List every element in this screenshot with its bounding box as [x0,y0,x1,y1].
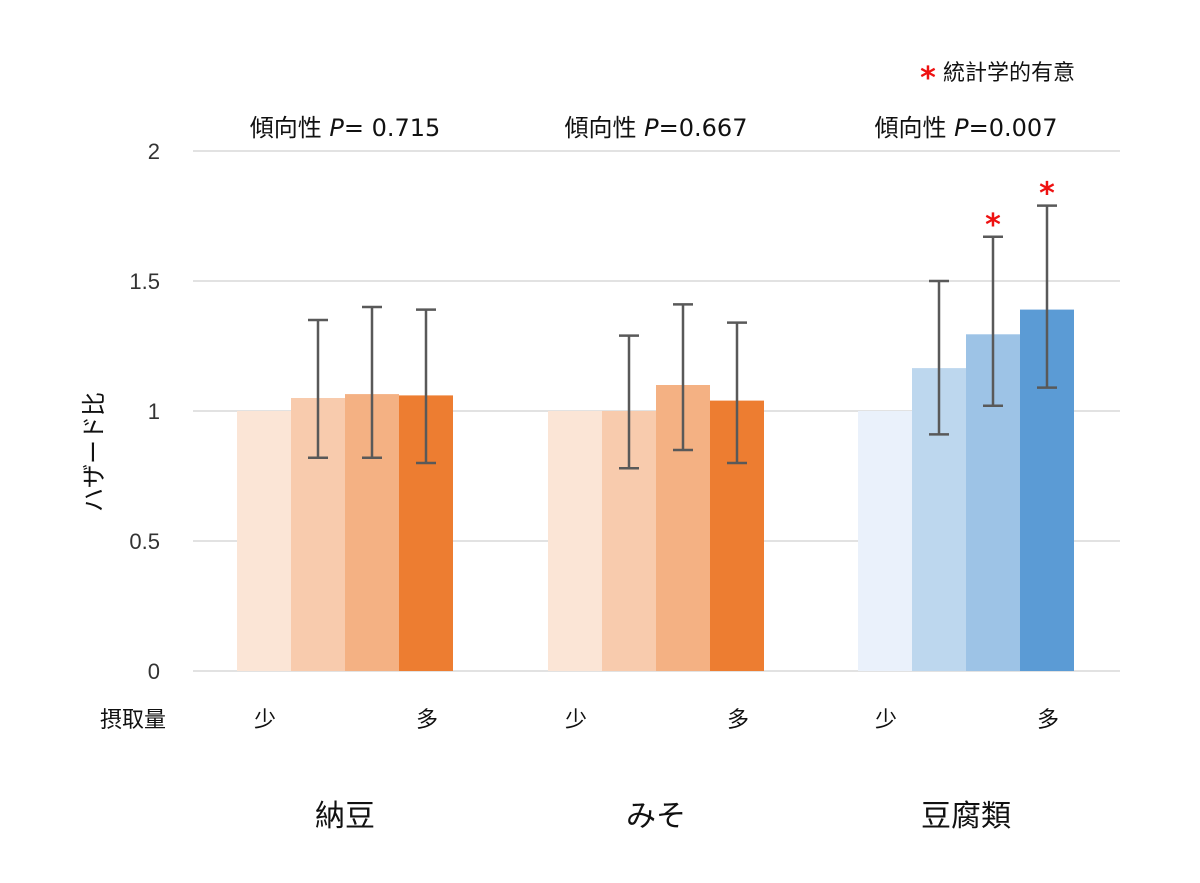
intake-axis-label: 摂取量 [100,708,166,733]
y-tick-label: 1 [148,399,160,424]
y-axis-label: ハザード比 [80,392,108,512]
bar [548,411,602,671]
p-symbol: P [644,114,659,142]
trend-p-label: 傾向性 P=0.007 [875,114,1058,142]
y-tick-label: 0 [148,659,160,684]
intake-low-label: 少 [254,708,276,733]
bar [237,411,291,671]
p-symbol: P [954,114,969,142]
y-tick-label: 2 [148,139,160,164]
trend-p-labels: 傾向性 P= 0.715 傾向性 P=0.667 傾向性 P=0.007 [250,114,1058,142]
trend-label-text: 傾向性 [565,114,645,142]
food-category-label: みそ [626,799,686,834]
trend-label-text: 傾向性 [875,114,955,142]
error-bars [308,204,1057,470]
food-category-label: 豆腐類 [921,799,1011,834]
trend-p-label: 傾向性 P= 0.715 [250,114,441,142]
food-labels: 納豆 みそ 豆腐類 [315,799,1011,834]
significance-star-icon: * [1039,177,1055,212]
food-category-label: 納豆 [315,799,375,834]
intake-low-label: 少 [875,708,897,733]
p-value: =0.667 [659,114,748,142]
legend-note: * 統計学的有意 [920,61,1075,96]
p-value: = 0.715 [344,114,440,142]
bar [858,411,912,671]
significance-markers: ** [985,177,1055,243]
trend-label-text: 傾向性 [250,114,330,142]
intake-high-label: 多 [727,708,749,733]
intake-high-label: 多 [1037,708,1059,733]
y-tick-label: 1.5 [129,269,160,294]
p-symbol: P [329,114,344,142]
intake-labels: 少 多 少 多 少 多 摂取量 [100,708,1059,733]
trend-p-label: 傾向性 P=0.667 [565,114,748,142]
legend-star-icon: * [920,61,936,96]
y-tick-labels: 0 0.5 1 1.5 2 [129,139,160,684]
bars [237,309,1074,671]
y-tick-label: 0.5 [129,529,160,554]
intake-low-label: 少 [565,708,587,733]
legend-note-text: 統計学的有意 [943,61,1075,86]
p-value: =0.007 [969,114,1058,142]
significance-star-icon: * [985,208,1001,243]
intake-high-label: 多 [416,708,438,733]
